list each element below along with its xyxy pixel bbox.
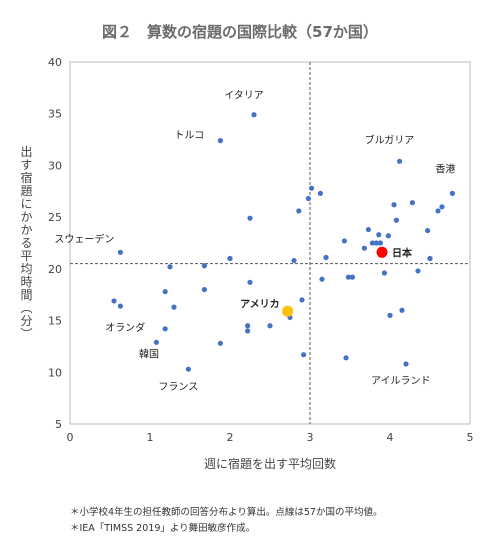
y-tick-label: 25 xyxy=(48,211,62,224)
footnote-2: ＊IEA「TIMSS 2019」より舞田敏彦作成。 xyxy=(70,523,256,534)
data-point xyxy=(349,274,355,280)
data-point xyxy=(387,312,393,318)
label-usa: アメリカ xyxy=(240,298,280,310)
data-point xyxy=(381,270,387,276)
point-label: アイルランド xyxy=(371,375,431,387)
label-japan: 日本 xyxy=(392,246,413,259)
data-point xyxy=(245,323,251,329)
data-point xyxy=(345,274,351,280)
data-point xyxy=(439,204,445,210)
y-tick-label: 5 xyxy=(55,418,62,431)
plot-area xyxy=(69,61,471,425)
data-point xyxy=(299,297,305,303)
data-point xyxy=(393,217,399,223)
data-point xyxy=(162,289,168,295)
data-point xyxy=(427,255,433,262)
data-point xyxy=(377,240,383,246)
data-point xyxy=(403,361,409,367)
footnotes: ＊小学校4年生の担任教師の回答分布より算出。点線は57か国の平均値。 ＊IEA「… xyxy=(70,505,382,537)
data-point xyxy=(415,268,421,274)
x-tick-label: 3 xyxy=(307,431,314,444)
point-label: オランダ xyxy=(105,321,145,334)
data-point xyxy=(341,238,347,244)
data-points xyxy=(111,112,455,372)
data-point xyxy=(167,264,173,270)
data-point xyxy=(162,326,168,332)
point-label: トルコ xyxy=(174,131,204,142)
data-point xyxy=(343,355,349,361)
y-tick-label: 40 xyxy=(48,56,62,69)
data-point xyxy=(185,366,191,372)
data-point xyxy=(117,303,123,309)
data-point xyxy=(361,245,367,251)
y-axis-title: 出す宿題にかかる平均時間（分） xyxy=(19,145,33,340)
y-tick-label: 30 xyxy=(48,159,62,172)
data-point xyxy=(296,208,302,214)
data-point xyxy=(201,263,207,269)
x-tick-label: 1 xyxy=(147,431,154,444)
data-point xyxy=(309,185,315,191)
data-point xyxy=(153,339,159,345)
footnote-1: ＊小学校4年生の担任教師の回答分布より算出。点線は57か国の平均値。 xyxy=(70,507,383,518)
data-point xyxy=(399,307,405,313)
data-point xyxy=(365,226,371,233)
data-point xyxy=(217,138,223,144)
highlight-point xyxy=(376,246,388,258)
point-label: 香港 xyxy=(435,163,455,175)
x-axis-title: 週に宿題を出す平均回数 xyxy=(204,456,336,471)
highlight-point xyxy=(282,305,294,317)
data-point xyxy=(247,215,253,221)
data-point xyxy=(373,240,379,246)
data-point xyxy=(449,190,455,196)
data-point xyxy=(117,249,123,255)
data-point xyxy=(201,286,207,293)
data-point xyxy=(319,276,325,282)
x-tick-label: 5 xyxy=(467,431,474,444)
data-point xyxy=(323,254,329,261)
data-point xyxy=(111,298,117,304)
data-point xyxy=(425,227,431,234)
data-point xyxy=(397,158,403,164)
data-point xyxy=(385,233,391,239)
data-point xyxy=(267,323,273,329)
chart-title: 図２ 算数の宿題の国際比較（57か国） xyxy=(102,23,378,41)
y-tick-label: 20 xyxy=(48,263,62,276)
point-label-korea: 韓国 xyxy=(139,349,159,361)
data-point xyxy=(391,202,397,208)
data-point xyxy=(251,112,257,118)
y-tick-label: 35 xyxy=(48,108,62,121)
x-tick-label: 0 xyxy=(67,431,74,444)
data-point xyxy=(291,257,297,264)
data-point xyxy=(171,304,177,310)
data-point xyxy=(247,279,253,285)
data-point xyxy=(409,200,415,206)
x-tick-label: 2 xyxy=(227,431,234,444)
data-point xyxy=(376,232,382,238)
data-point xyxy=(305,195,311,202)
y-tick-label: 15 xyxy=(48,315,62,328)
point-label: スウェーデン xyxy=(54,232,114,245)
point-label: フランス xyxy=(158,381,198,393)
data-point xyxy=(369,240,375,246)
point-label: イタリア xyxy=(224,90,264,102)
y-tick-label: 10 xyxy=(48,366,62,379)
data-point xyxy=(317,190,323,196)
data-point xyxy=(301,352,307,358)
scatter-chart: 図２ 算数の宿題の国際比較（57か国） 0 1 2 3 4 5 5 10 15 20 25 30 35 4… xyxy=(19,23,474,471)
mean-lines xyxy=(70,62,470,424)
point-label: ブルガリア xyxy=(365,133,415,146)
x-tick-label: 4 xyxy=(387,431,394,444)
data-point xyxy=(435,208,441,214)
data-point xyxy=(245,328,251,334)
data-point xyxy=(227,255,233,262)
data-point xyxy=(217,340,223,346)
axis-ticks: 0 1 2 3 4 5 5 10 15 20 25 30 35 40 xyxy=(48,56,474,444)
